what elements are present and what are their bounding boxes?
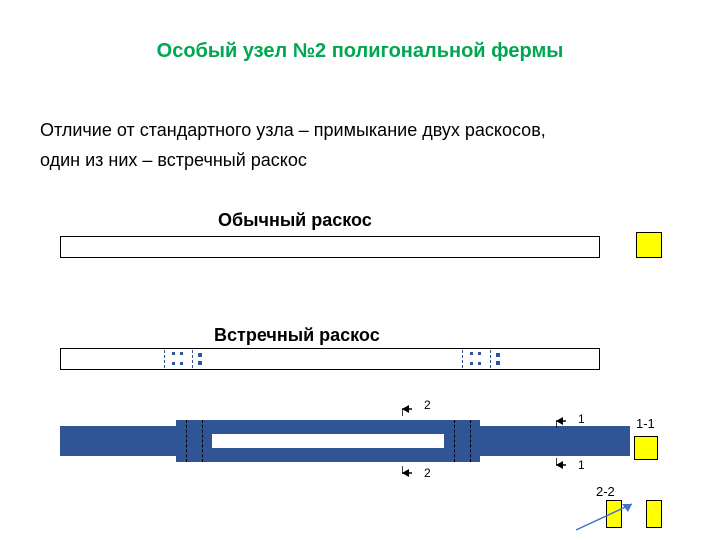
blue-dash-l1 <box>186 420 187 462</box>
square-2-2-right <box>646 500 662 528</box>
body-line-1: Отличие от стандартного узла – примыкани… <box>40 120 546 141</box>
blue-left-arm <box>60 426 176 456</box>
blue-dash-l2 <box>202 420 203 462</box>
dot <box>198 361 202 365</box>
dot <box>470 362 473 365</box>
dot <box>198 353 202 357</box>
blue-right-block <box>444 420 480 462</box>
dot <box>496 353 500 357</box>
dot <box>478 352 481 355</box>
section-label-2-top: 2 <box>424 398 431 412</box>
dot <box>180 352 183 355</box>
dot <box>180 362 183 365</box>
page-title: Особый узел №2 полигональной фермы <box>0 40 720 63</box>
section-2-2-label: 2-2 <box>596 484 615 499</box>
body-line-2: один из них – встречный раскос <box>40 150 307 171</box>
blue-dash-r2 <box>470 420 471 462</box>
section-label-2-bot: 2 <box>424 466 431 480</box>
dot <box>478 362 481 365</box>
usual-bar <box>60 236 600 258</box>
blue-dash-r1 <box>454 420 455 462</box>
dot <box>496 361 500 365</box>
label-counter: Встречный раскос <box>214 325 380 346</box>
blue-left-block <box>176 420 212 462</box>
square-1-1 <box>634 436 658 460</box>
counter-dash-r2 <box>490 350 491 368</box>
section-label-1-top: 1 <box>578 412 585 426</box>
counter-dash-l2 <box>192 350 193 368</box>
dot <box>172 352 175 355</box>
label-usual: Обычный раскос <box>218 210 372 231</box>
section-1-1-label: 1-1 <box>636 416 655 431</box>
blue-mid-top <box>176 420 480 434</box>
dot <box>172 362 175 365</box>
dot <box>470 352 473 355</box>
usual-square <box>636 232 662 258</box>
section-label-1-bot: 1 <box>578 458 585 472</box>
counter-bar <box>60 348 600 370</box>
counter-dash-l1 <box>164 350 165 368</box>
blue-right-arm <box>480 426 630 456</box>
pointer-arrow-icon <box>572 498 644 534</box>
counter-dash-r1 <box>462 350 463 368</box>
blue-mid-bot <box>176 448 480 462</box>
